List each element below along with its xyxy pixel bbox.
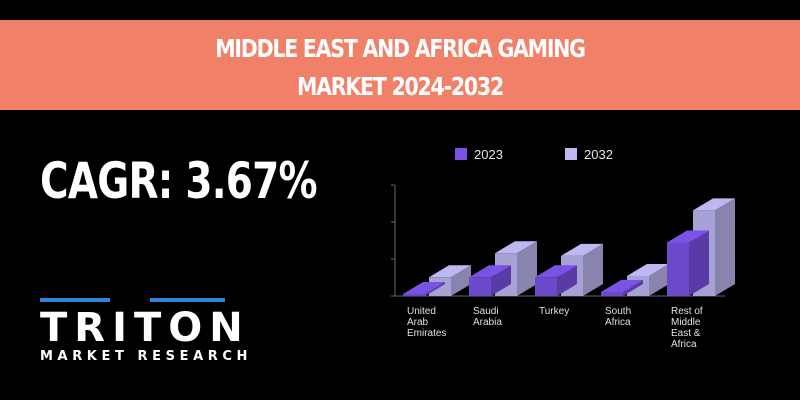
bar-front-0-3	[601, 291, 623, 296]
x-tick-label-line: South	[605, 306, 632, 317]
bar-top-0-2	[535, 265, 577, 278]
x-tick-label-line: Arab	[407, 317, 429, 328]
bar-front-0-1	[469, 277, 491, 296]
bar-top-1-0	[429, 265, 471, 278]
logo-bar-right	[150, 298, 225, 302]
bar-side-0-1	[491, 265, 511, 296]
bar-front-0-2	[535, 277, 557, 296]
x-tick-label-line: United	[407, 306, 436, 317]
cagr-label: CAGR:	[40, 152, 173, 210]
x-tick-label: United Arab Emirates	[407, 306, 487, 339]
logo-wordmark: TRITON	[40, 305, 250, 351]
bar-side-0-4	[689, 230, 709, 296]
x-tick-label: Saudi Arabia	[473, 306, 553, 328]
bar-side-1-4	[715, 198, 735, 296]
cagr-value: 3.67%	[185, 152, 317, 210]
legend-label-2032: 2032	[584, 147, 613, 162]
x-tick-label-line: Arabia	[473, 317, 502, 328]
bar-top-0-3	[601, 279, 643, 292]
bar-side-1-1	[517, 241, 537, 296]
bar-side-0-3	[623, 279, 643, 296]
x-tick-label-line: Saudi	[473, 306, 499, 317]
bar-side-1-2	[583, 243, 603, 296]
x-tick-label-line: Emirates	[407, 328, 447, 339]
logo-tagline: MARKET RESEARCH	[40, 349, 252, 364]
x-tick-label: Turkey	[539, 306, 619, 317]
bar-top-1-1	[495, 241, 537, 254]
x-tick-label-line: East &	[671, 328, 701, 339]
title-banner	[0, 20, 800, 110]
bar-front-0-4	[667, 242, 689, 296]
legend-swatch-2032	[565, 148, 577, 160]
x-tick-label-line: Rest of	[671, 306, 703, 317]
bar-top-0-4	[667, 230, 709, 243]
legend-swatch-2023	[455, 148, 467, 160]
legend-label-2023: 2023	[474, 147, 503, 162]
bar-top-1-2	[561, 243, 603, 256]
bar-top-1-4	[693, 198, 735, 211]
x-tick-label-line: Turkey	[539, 306, 570, 317]
bar-side-1-0	[451, 265, 471, 296]
bar-top-0-1	[469, 265, 511, 278]
bar-top-1-3	[627, 263, 669, 276]
cagr-text: CAGR: 3.67%	[40, 152, 318, 210]
x-tick-label: Rest of Middle East & Africa	[671, 306, 751, 350]
x-tick-label: South Africa	[605, 306, 685, 328]
x-tick-label-line: Middle	[671, 317, 701, 328]
title-line-2: MARKET 2024-2032	[296, 72, 504, 101]
x-tick-label-line: Africa	[671, 339, 697, 350]
x-tick-label-line: Africa	[605, 317, 631, 328]
bar-side-0-2	[557, 265, 577, 296]
title-line-1: MIDDLE EAST AND AFRICA GAMING	[215, 34, 586, 63]
bar-side-0-0	[425, 282, 445, 296]
logo-bar-left	[40, 298, 110, 302]
bar-top-0-0	[403, 282, 445, 294]
bar-side-1-3	[649, 263, 669, 296]
bar-front-0-0	[403, 294, 425, 296]
